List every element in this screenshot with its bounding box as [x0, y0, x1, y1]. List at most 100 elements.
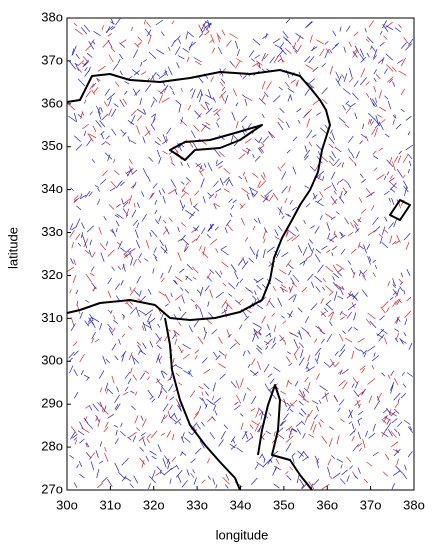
vector: [322, 277, 326, 283]
vector: [194, 190, 200, 196]
x-tick-label: 36o: [316, 497, 338, 512]
vector: [102, 407, 104, 412]
vector: [145, 455, 150, 462]
vector: [229, 443, 236, 449]
y-tick-label: 31o: [41, 310, 63, 325]
vector: [70, 426, 77, 434]
vector: [221, 29, 226, 36]
vector: [125, 208, 130, 218]
vector: [163, 414, 168, 420]
vector: [347, 260, 352, 265]
vector: [332, 30, 337, 37]
vector: [394, 114, 397, 119]
vector: [303, 261, 306, 266]
vector: [121, 333, 126, 338]
vector: [292, 45, 298, 53]
vector: [107, 154, 111, 162]
vector: [141, 191, 145, 197]
vector: [366, 92, 370, 98]
island: [169, 124, 263, 161]
vector: [126, 302, 133, 309]
vector: [384, 337, 388, 345]
vector: [327, 467, 331, 475]
vector: [277, 166, 282, 172]
vector: [328, 143, 334, 148]
vector: [120, 39, 127, 44]
vector: [294, 346, 301, 355]
vector: [349, 465, 353, 470]
vector: [202, 196, 206, 204]
vector: [174, 294, 183, 301]
vector: [216, 122, 220, 128]
vector: [83, 238, 89, 248]
vector: [201, 29, 206, 33]
vector: [353, 428, 356, 433]
vector: [177, 474, 182, 483]
vector: [84, 320, 90, 327]
vector: [247, 363, 251, 368]
vector: [219, 373, 226, 380]
vector: [127, 436, 132, 441]
vector: [407, 153, 413, 160]
vector: [332, 264, 339, 274]
vector: [99, 322, 103, 330]
vector: [160, 246, 168, 254]
vector: [86, 52, 93, 58]
vector: [370, 45, 373, 50]
vector: [150, 100, 155, 108]
vector: [203, 369, 211, 374]
vector: [199, 405, 202, 410]
vector: [292, 166, 297, 175]
vector: [242, 149, 249, 154]
vector: [75, 53, 80, 60]
vector: [158, 94, 163, 104]
vector: [69, 229, 75, 238]
vector: [129, 287, 136, 296]
vector: [326, 222, 331, 231]
vector: [367, 345, 376, 352]
vector: [352, 377, 358, 384]
vector: [379, 237, 383, 245]
vector: [314, 358, 319, 364]
vector: [107, 388, 114, 395]
vector: [196, 289, 202, 295]
vector: [395, 123, 402, 130]
vector: [341, 74, 345, 79]
vector: [382, 20, 388, 29]
vector: [265, 345, 269, 350]
vector: [378, 233, 384, 238]
vector: [339, 369, 343, 376]
vector: [155, 336, 163, 345]
vector: [111, 343, 117, 351]
vector: [284, 48, 292, 54]
vector: [76, 464, 79, 469]
vector: [396, 235, 401, 244]
vector: [252, 62, 260, 67]
vector: [255, 408, 260, 418]
vector: [215, 248, 219, 253]
vector: [333, 395, 338, 402]
vector: [161, 188, 166, 194]
vector: [366, 52, 370, 58]
vector: [216, 32, 221, 43]
vector: [282, 30, 289, 39]
vector: [393, 378, 399, 386]
vector: [185, 275, 189, 281]
vector: [184, 289, 190, 294]
vector: [371, 46, 376, 52]
vector: [88, 191, 93, 197]
vector: [348, 148, 351, 154]
vector: [164, 69, 168, 77]
vector: [193, 412, 199, 420]
vector: [289, 408, 294, 413]
vector: [77, 430, 85, 436]
vector: [389, 182, 397, 191]
vector: [242, 350, 246, 357]
vector: [402, 383, 407, 388]
vector: [141, 459, 145, 468]
vector: [204, 31, 210, 36]
vector: [110, 47, 116, 53]
vector: [170, 155, 173, 163]
vector: [292, 136, 298, 142]
vector: [352, 51, 358, 58]
